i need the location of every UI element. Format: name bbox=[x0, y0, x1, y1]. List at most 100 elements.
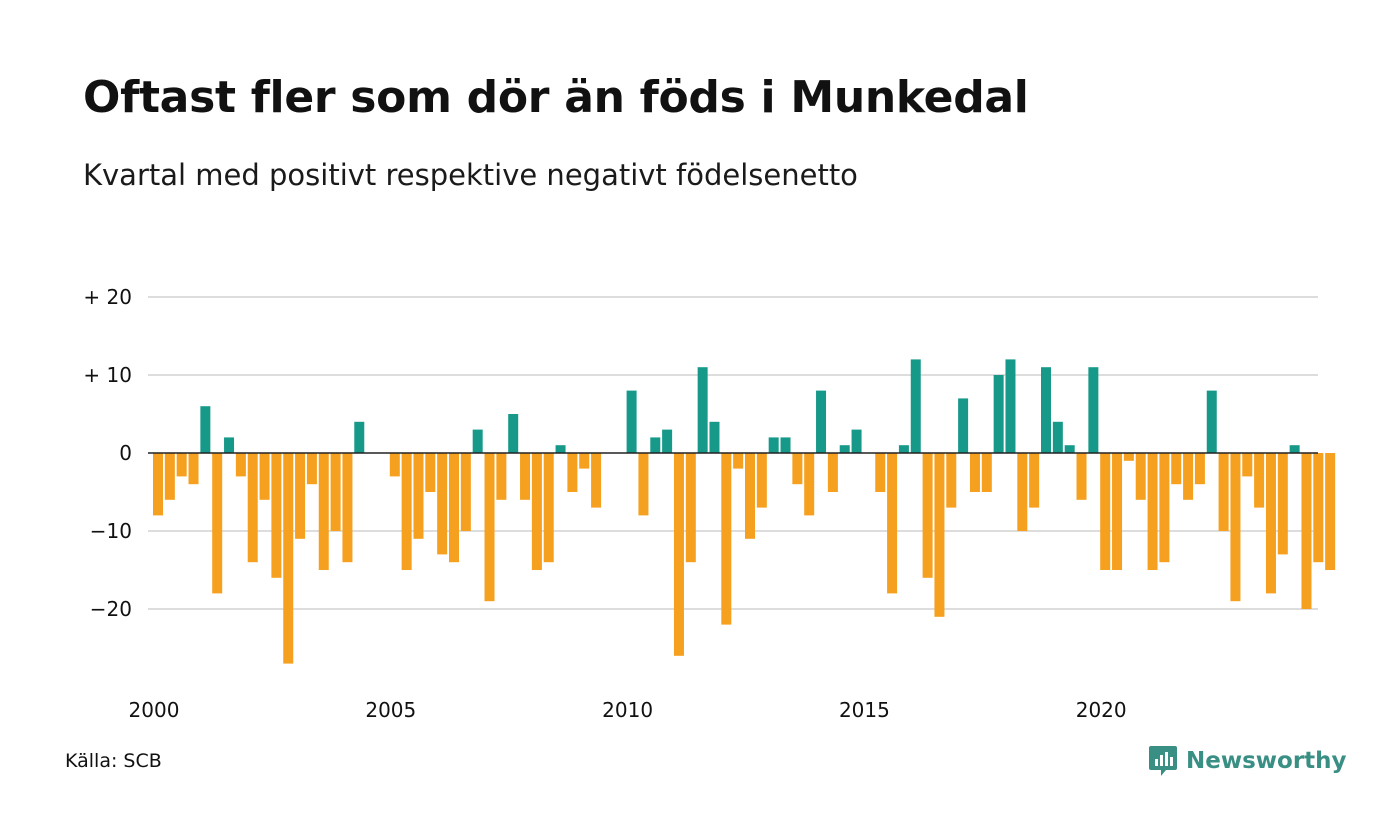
bar bbox=[520, 453, 531, 500]
bar bbox=[1005, 359, 1016, 453]
bar bbox=[306, 453, 317, 485]
bar bbox=[389, 453, 400, 477]
bar bbox=[591, 453, 602, 508]
bar bbox=[164, 453, 175, 500]
bar bbox=[1301, 453, 1312, 609]
bar bbox=[1218, 453, 1229, 531]
chart-subtitle: Kvartal med positivt respektive negativt… bbox=[83, 158, 858, 192]
bar bbox=[875, 453, 886, 492]
bar bbox=[1052, 421, 1063, 453]
bar bbox=[153, 453, 163, 516]
bar bbox=[508, 414, 519, 453]
bar bbox=[176, 453, 187, 477]
bar bbox=[887, 453, 898, 594]
bar bbox=[638, 453, 649, 516]
bar bbox=[472, 429, 483, 453]
bar bbox=[1029, 453, 1040, 508]
bar bbox=[709, 421, 720, 453]
bar bbox=[1017, 453, 1028, 531]
bar bbox=[318, 453, 329, 570]
bar bbox=[235, 453, 246, 477]
bar bbox=[780, 437, 791, 453]
bar bbox=[745, 453, 755, 539]
bar bbox=[567, 453, 578, 492]
bar bbox=[425, 453, 436, 492]
y-axis-labels: + 20 + 10 0 −10 −20 bbox=[83, 285, 132, 621]
x-axis-labels: 2000 2005 2010 2015 2020 bbox=[129, 698, 1127, 722]
bar bbox=[188, 453, 199, 485]
grid-lines bbox=[148, 296, 1318, 610]
x-tick-label: 2020 bbox=[1076, 698, 1127, 722]
bar bbox=[224, 437, 235, 453]
x-tick-label: 2005 bbox=[365, 698, 416, 722]
bar bbox=[1159, 453, 1170, 563]
bar bbox=[460, 453, 471, 531]
bar bbox=[1088, 367, 1099, 453]
bar bbox=[662, 429, 673, 453]
bar bbox=[259, 453, 270, 500]
bar bbox=[1313, 453, 1324, 563]
bar bbox=[804, 453, 815, 516]
bar bbox=[626, 390, 637, 453]
bar bbox=[650, 437, 661, 453]
bar bbox=[295, 453, 306, 539]
bar bbox=[543, 453, 554, 563]
bar bbox=[212, 453, 223, 594]
bar bbox=[673, 453, 684, 656]
bars bbox=[153, 359, 1336, 664]
bar bbox=[449, 453, 459, 563]
y-tick-label: −20 bbox=[90, 597, 132, 621]
brand-logo[interactable]: Newsworthy bbox=[1148, 744, 1347, 778]
bar bbox=[330, 453, 341, 531]
bar bbox=[851, 429, 862, 453]
y-tick-label: −10 bbox=[90, 519, 132, 543]
bar bbox=[958, 398, 969, 453]
bar bbox=[1100, 453, 1111, 570]
bar bbox=[1076, 453, 1087, 500]
bar bbox=[1147, 453, 1158, 570]
bar bbox=[756, 453, 767, 508]
bar bbox=[1194, 453, 1205, 485]
x-tick-label: 2010 bbox=[602, 698, 653, 722]
bar bbox=[1041, 367, 1051, 453]
y-tick-label: 0 bbox=[119, 441, 132, 465]
y-tick-label: + 10 bbox=[83, 363, 132, 387]
bar bbox=[1064, 445, 1075, 453]
bar bbox=[1206, 390, 1217, 453]
bar bbox=[271, 453, 282, 578]
bar bbox=[898, 445, 909, 453]
bar bbox=[531, 453, 542, 570]
brand-name: Newsworthy bbox=[1186, 748, 1347, 774]
bar bbox=[1325, 453, 1336, 570]
bar bbox=[437, 453, 448, 555]
bar bbox=[200, 406, 211, 453]
bar bbox=[827, 453, 838, 492]
bar bbox=[839, 445, 850, 453]
bar bbox=[1123, 453, 1134, 461]
bar bbox=[733, 453, 744, 469]
bar bbox=[922, 453, 933, 578]
bar bbox=[1265, 453, 1276, 594]
bar bbox=[401, 453, 412, 570]
bar bbox=[1289, 445, 1300, 453]
bar bbox=[685, 453, 696, 563]
bar bbox=[946, 453, 957, 508]
bar bbox=[496, 453, 507, 500]
bar bbox=[484, 453, 495, 602]
bar bbox=[1171, 453, 1182, 485]
bar bbox=[1230, 453, 1241, 602]
bar bbox=[792, 453, 803, 485]
chart-title: Oftast fler som dör än föds i Munkedal bbox=[83, 72, 1029, 123]
bar bbox=[969, 453, 980, 492]
bar bbox=[354, 421, 365, 453]
x-tick-label: 2000 bbox=[129, 698, 180, 722]
bar bbox=[910, 359, 921, 453]
bar bbox=[1183, 453, 1194, 500]
newsworthy-logo-icon bbox=[1149, 746, 1177, 776]
bar bbox=[1242, 453, 1253, 477]
bar bbox=[721, 453, 732, 625]
bar bbox=[413, 453, 424, 539]
bar bbox=[768, 437, 779, 453]
bar bbox=[1112, 453, 1123, 570]
y-tick-label: + 20 bbox=[83, 285, 132, 309]
